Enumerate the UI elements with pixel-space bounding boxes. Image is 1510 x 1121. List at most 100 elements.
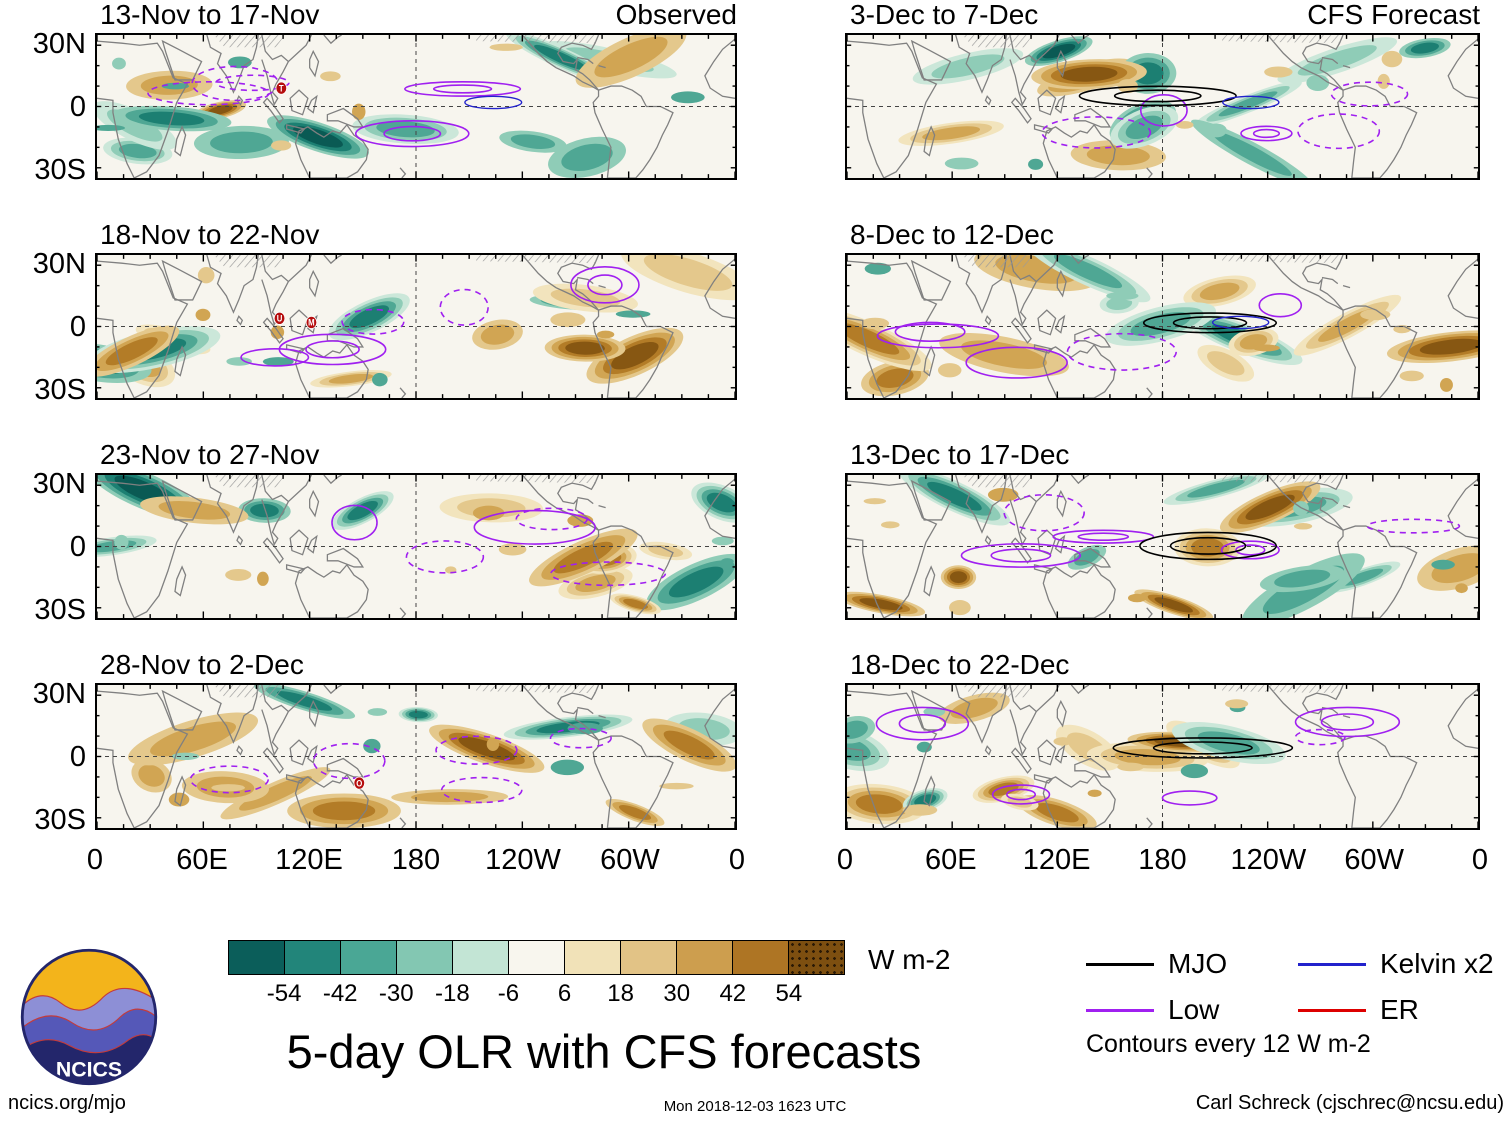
legend-line xyxy=(1086,962,1154,966)
x-axis-tick-label: 0 xyxy=(836,844,854,876)
panel-title: 18-Dec to 22-Dec xyxy=(850,649,1070,680)
colorbar-tick-label: 6 xyxy=(557,980,572,1007)
tropical-cyclone-marker: T xyxy=(275,81,287,95)
y-axis-tick-label: 0 xyxy=(69,310,86,343)
colorbar-segment xyxy=(788,940,845,975)
x-axis-tick-label: 0 xyxy=(86,844,104,876)
footer-credit: Carl Schreck (cjschrec@ncsu.edu) xyxy=(1195,1092,1504,1114)
map-plot xyxy=(847,475,1478,618)
footer-site-url: ncics.org/mjo xyxy=(8,1092,126,1114)
panel-title: 13-Dec to 17-Dec xyxy=(850,439,1070,470)
ncics-logo: NCICS xyxy=(20,948,158,1086)
logo-text: NCICS xyxy=(56,1058,122,1082)
colorbar-segment xyxy=(396,940,453,975)
panel-source-label: Observed xyxy=(615,0,737,30)
legend-label: MJO xyxy=(1168,948,1228,979)
x-axis-tick-label: 120E xyxy=(275,844,343,876)
legend-item: Kelvin x2 xyxy=(1298,948,1510,980)
x-axis-tick-label: 120W xyxy=(485,844,561,876)
y-axis-tick-label: 30N xyxy=(32,467,86,500)
colorbar-tick-label: 54 xyxy=(775,980,803,1007)
map-plot xyxy=(847,255,1478,398)
x-axis-tick-label: 120E xyxy=(1022,844,1091,876)
colorbar-tick-label: -54 xyxy=(266,980,302,1007)
y-axis-tick-label: 30N xyxy=(32,677,86,710)
colorbar-tick-label: -42 xyxy=(322,980,358,1007)
colorbar-tick-label: -30 xyxy=(378,980,414,1007)
x-axis-tick-label: 180 xyxy=(391,844,441,876)
legend-line xyxy=(1298,1008,1366,1012)
x-axis-tick-label: 120W xyxy=(1230,844,1307,876)
tropical-cyclone-marker: M xyxy=(305,315,318,329)
y-axis-tick-label: 0 xyxy=(69,740,86,773)
map-panel-forecast-row3 xyxy=(845,473,1480,620)
x-axis-tick-label: 0 xyxy=(728,844,746,876)
panel-title: 3-Dec to 7-Dec xyxy=(850,0,1039,30)
logo-border xyxy=(20,948,158,1086)
legend-note: Contours every 12 W m-2 xyxy=(1086,1030,1371,1058)
y-axis-tick-label: 30S xyxy=(34,803,86,836)
y-axis-tick-label: 30S xyxy=(34,153,86,186)
storm-letter: U xyxy=(277,313,283,324)
x-axis-tick-label: 60W xyxy=(1344,844,1404,876)
colorbar xyxy=(228,940,845,975)
legend-item: MJO xyxy=(1086,948,1298,980)
map-panel-observed-row1: T xyxy=(95,33,737,180)
panel-title: 28-Nov to 2-Dec xyxy=(100,649,304,680)
y-axis-tick-label: 0 xyxy=(69,530,86,563)
colorbar-segment xyxy=(452,940,509,975)
y-axis-tick-label: 30S xyxy=(34,593,86,626)
footer-timestamp: Mon 2018-12-03 1623 UTC xyxy=(663,1098,847,1115)
panel-title: 23-Nov to 27-Nov xyxy=(100,439,320,470)
colorbar-segment xyxy=(508,940,565,975)
legend-line xyxy=(1086,1008,1154,1012)
y-axis-tick-label: 0 xyxy=(69,90,86,123)
x-axis-tick-label: 60E xyxy=(176,844,228,876)
storm-letter: T xyxy=(279,83,285,94)
colorbar-tick-label: -18 xyxy=(435,980,470,1007)
legend-label: Kelvin x2 xyxy=(1380,948,1494,979)
storm-letter: O xyxy=(356,778,362,789)
map-panel-forecast-row1 xyxy=(845,33,1480,180)
colorbar-units-label: W m-2 xyxy=(868,944,951,975)
map-plot: T xyxy=(97,35,735,178)
colorbar-segment xyxy=(564,940,621,975)
figure-title: 5-day OLR with CFS forecasts xyxy=(286,1025,922,1078)
colorbar-segment xyxy=(676,940,733,975)
map-panel-forecast-row2 xyxy=(845,253,1480,400)
colorbar-tick-label: 18 xyxy=(607,980,634,1007)
colorbar-segment xyxy=(732,940,789,975)
storm-letter: M xyxy=(308,317,315,328)
colorbar-segment xyxy=(228,940,285,975)
y-axis-tick-label: 30N xyxy=(32,27,86,60)
colorbar-tick-label: 30 xyxy=(663,980,691,1007)
map-plot xyxy=(847,35,1478,178)
legend-item: ER xyxy=(1298,994,1510,1026)
y-axis-tick-label: 30S xyxy=(34,373,86,406)
legend-label: Low xyxy=(1168,994,1220,1025)
panel-source-label: CFS Forecast xyxy=(1307,0,1480,30)
colorbar-segment xyxy=(620,940,677,975)
map-plot xyxy=(847,685,1478,828)
map-plot: O xyxy=(97,685,735,828)
legend-label: ER xyxy=(1380,994,1419,1025)
x-axis-tick-label: 180 xyxy=(1138,844,1187,876)
colorbar-segment xyxy=(340,940,397,975)
x-axis-tick-label: 60W xyxy=(600,844,660,876)
y-axis-tick-label: 30N xyxy=(32,247,86,280)
panel-title: 8-Dec to 12-Dec xyxy=(850,219,1054,250)
tropical-cyclone-marker: U xyxy=(273,311,286,325)
map-panel-forecast-row4 xyxy=(845,683,1480,830)
panel-title: 18-Nov to 22-Nov xyxy=(100,219,320,250)
legend-item: Low xyxy=(1086,994,1298,1026)
colorbar-tick-label: -6 xyxy=(497,980,520,1007)
colorbar-tick-label: 42 xyxy=(719,980,747,1007)
legend-line xyxy=(1298,962,1366,966)
map-panel-observed-row3 xyxy=(95,473,737,620)
colorbar-segment xyxy=(284,940,341,975)
tropical-cyclone-marker: O xyxy=(353,776,365,790)
